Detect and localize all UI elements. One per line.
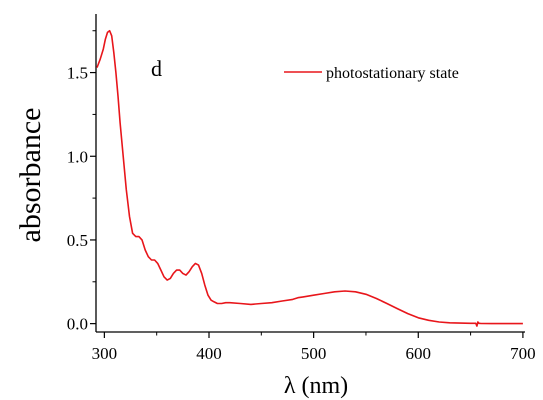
x-tick-label: 400 bbox=[196, 344, 222, 363]
x-tick-label: 300 bbox=[92, 344, 118, 363]
x-tick-label: 600 bbox=[406, 344, 432, 363]
x-axis-label: λ (nm) bbox=[284, 373, 348, 399]
tick-labels: 300 400 500 600 700 0.0 0.5 1.0 1.5 bbox=[67, 64, 536, 363]
x-tick-label: 500 bbox=[301, 344, 327, 363]
legend: photostationary state bbox=[284, 65, 459, 82]
y-axis-label: absorbance bbox=[14, 108, 47, 243]
y-tick-label: 0.5 bbox=[67, 231, 88, 250]
y-tick-label: 0.0 bbox=[67, 315, 88, 334]
series-line-photostationary-state bbox=[96, 29, 523, 327]
axis-ticks bbox=[90, 30, 524, 338]
panel-label: d bbox=[151, 56, 162, 81]
y-tick-label: 1.0 bbox=[67, 147, 88, 166]
plot-area bbox=[95, 14, 525, 333]
legend-label: photostationary state bbox=[326, 65, 459, 82]
x-tick-label: 700 bbox=[510, 344, 536, 363]
y-tick-label: 1.5 bbox=[67, 64, 88, 83]
